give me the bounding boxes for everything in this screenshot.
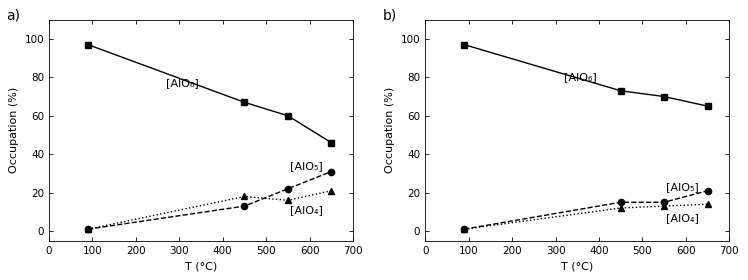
Text: [AlO₅]: [AlO₅] (666, 182, 699, 192)
X-axis label: T (°C): T (°C) (561, 261, 593, 271)
X-axis label: T (°C): T (°C) (185, 261, 217, 271)
Text: a): a) (6, 9, 20, 23)
Text: [AlO₅]: [AlO₅] (290, 161, 323, 171)
Text: [AlO₆]: [AlO₆] (166, 78, 199, 88)
Text: [AlO₄]: [AlO₄] (290, 205, 323, 215)
Y-axis label: Occupation (%): Occupation (%) (385, 87, 395, 173)
Text: [AlO₄]: [AlO₄] (666, 213, 699, 223)
Y-axis label: Occupation (%): Occupation (%) (9, 87, 19, 173)
Text: b): b) (382, 9, 397, 23)
Text: [AlO₆]: [AlO₆] (564, 72, 597, 82)
